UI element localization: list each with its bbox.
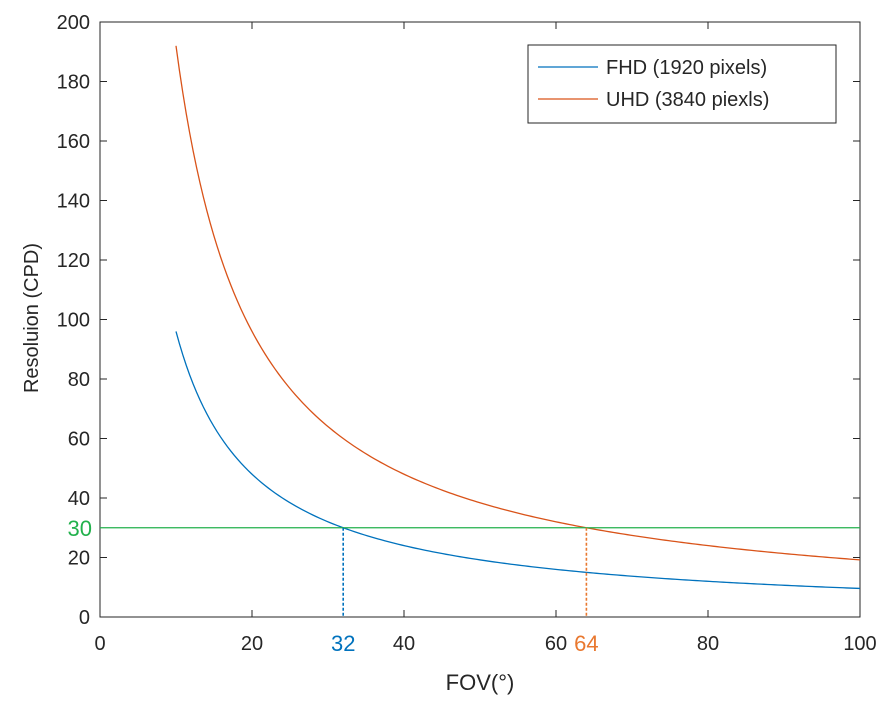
- series-line-fhd: [175, 331, 861, 590]
- x-tick-label: 40: [393, 633, 415, 655]
- legend-label-fhd: FHD (1920 pixels): [606, 57, 767, 79]
- y-tick-label: 60: [68, 429, 90, 451]
- y-tick-label: 80: [68, 369, 90, 391]
- legend: FHD (1920 pixels) UHD (3840 piexls): [527, 44, 837, 124]
- series-group: [175, 45, 861, 590]
- y-tick-label: 180: [57, 72, 90, 94]
- y-tick-label: 40: [68, 488, 90, 510]
- x-tick-label: 20: [241, 633, 263, 655]
- x-tick-label: 80: [697, 633, 719, 655]
- axes: 0 20 40 60 80 100 0 20 40 60 80 100 120 140 160 180 200: [57, 12, 877, 655]
- annotation-label-64: 64: [574, 631, 598, 656]
- x-axis-label: FOV(°): [446, 670, 515, 695]
- y-tick-label: 0: [79, 607, 90, 629]
- series-line-uhd: [175, 45, 861, 561]
- y-axis-label: Resoluion (CPD): [21, 243, 43, 393]
- y-tick-label: 100: [57, 310, 90, 332]
- y-tick-label: 160: [57, 131, 90, 153]
- x-tick-label: 0: [94, 633, 105, 655]
- annotations: 30 32 64: [68, 516, 860, 656]
- y-tick-label: 200: [57, 12, 90, 34]
- y-tick-label: 120: [57, 250, 90, 272]
- legend-box: [527, 44, 837, 124]
- reference-line-label: 30: [68, 516, 92, 541]
- y-tick-label: 140: [57, 191, 90, 213]
- x-tick-label: 100: [843, 633, 876, 655]
- x-tick-label: 60: [545, 633, 567, 655]
- legend-label-uhd: UHD (3840 piexls): [606, 89, 769, 111]
- y-tick-label: 20: [68, 548, 90, 570]
- annotation-label-32: 32: [331, 631, 355, 656]
